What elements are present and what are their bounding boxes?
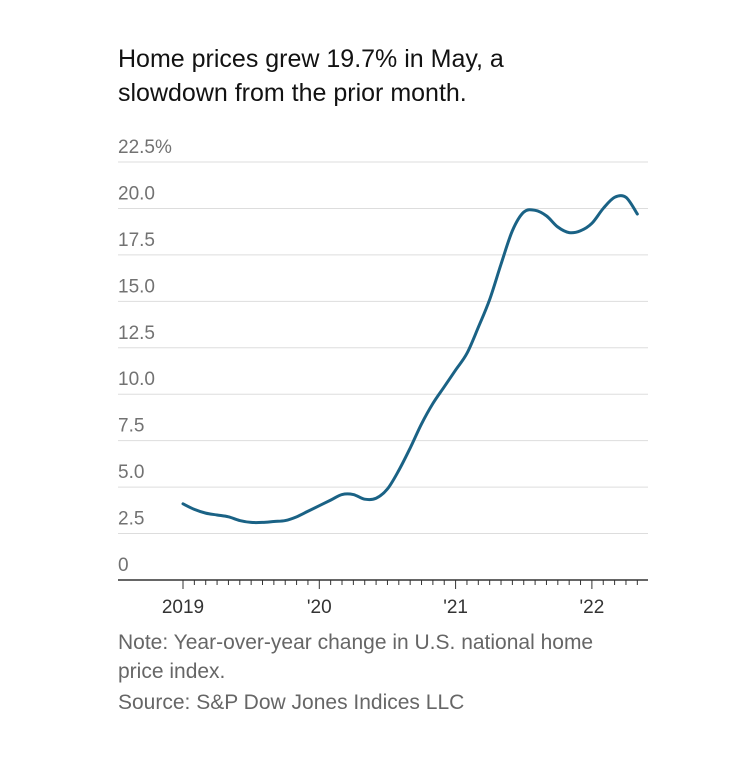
chart-note-line-1: Note: Year-over-year change in U.S. nati…	[118, 631, 594, 654]
chart-note-line-2: price index.	[118, 660, 226, 683]
y-tick-label-2: 17.5	[118, 230, 155, 251]
line-chart: 22.5% 20.0 17.5 15.0 12.5 10.0 7.5 5.0 2.5 0 2019…	[118, 137, 648, 618]
chart-note: Note: Year-over-year change in U.S. nati…	[118, 628, 678, 686]
series-line-home-price-index	[181, 194, 639, 525]
y-tick-label-7: 5.0	[118, 462, 144, 483]
y-axis-tick-labels: 22.5% 20.0 17.5 15.0 12.5 10.0 7.5 5.0 2.5 0	[118, 137, 172, 576]
series-layer	[181, 194, 639, 525]
y-tick-label-9: 0	[118, 555, 129, 576]
chart-title-line-1: Home prices grew 19.7% in May, a	[118, 45, 504, 73]
y-tick-label-5: 10.0	[118, 369, 155, 390]
y-tick-label-3: 15.0	[118, 276, 155, 297]
x-tick-label-1: '20	[307, 597, 332, 618]
x-axis	[118, 579, 648, 589]
chart-source: Source: S&P Dow Jones Indices LLC	[118, 691, 465, 714]
grid-lines	[118, 161, 648, 535]
y-tick-label-6: 7.5	[118, 416, 144, 437]
x-tick-label-0: 2019	[162, 597, 204, 618]
chart-title-line-2: slowdown from the prior month.	[118, 79, 467, 107]
y-tick-label-0: 22.5%	[118, 137, 172, 158]
y-tick-label-4: 12.5	[118, 323, 155, 344]
y-tick-label-1: 20.0	[118, 183, 155, 204]
x-tick-label-2: '21	[443, 597, 468, 618]
x-tick-label-3: '22	[580, 597, 605, 618]
chart-title: Home prices grew 19.7% in May, a slowdow…	[118, 42, 678, 110]
x-axis-tick-labels: 2019 '20 '21 '22	[162, 597, 604, 618]
y-tick-label-8: 2.5	[118, 509, 144, 530]
